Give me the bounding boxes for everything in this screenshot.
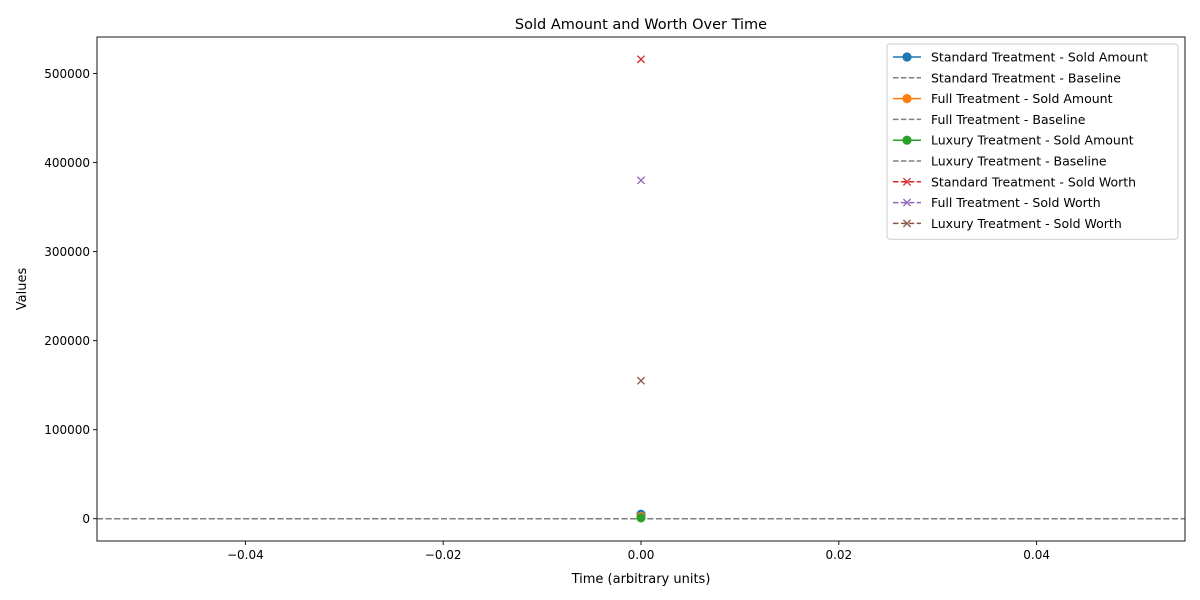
legend-marker [902, 52, 912, 62]
legend-label: Standard Treatment - Sold Amount [931, 50, 1148, 65]
y-tick-label: 200000 [44, 334, 90, 348]
legend-entry: Luxury Treatment - Baseline [893, 154, 1107, 169]
data-point-series-8 [636, 376, 646, 385]
legend-label: Luxury Treatment - Baseline [931, 154, 1107, 169]
legend-entry: Luxury Treatment - Sold Amount [893, 133, 1134, 148]
legend-entry: Standard Treatment - Sold Amount [893, 50, 1148, 65]
legend-entry: Full Treatment - Sold Worth [893, 195, 1101, 210]
x-tick-label: 0.00 [628, 548, 655, 562]
legend-label: Full Treatment - Sold Amount [931, 91, 1113, 106]
plot-area [97, 55, 1185, 523]
y-tick-label: 300000 [44, 245, 90, 259]
y-axis-label: Values [15, 268, 30, 311]
y-tick-label: 100000 [44, 423, 90, 437]
data-point-series-6 [636, 55, 646, 64]
x-tick-label: −0.02 [425, 548, 462, 562]
legend-entry: Full Treatment - Sold Amount [893, 91, 1113, 106]
legend-entry: Standard Treatment - Baseline [893, 70, 1121, 85]
legend-label: Luxury Treatment - Sold Amount [931, 133, 1134, 148]
legend-marker [902, 94, 912, 104]
legend-label: Full Treatment - Sold Worth [931, 195, 1101, 210]
y-tick-label: 500000 [44, 67, 90, 81]
x-axis-label: Time (arbitrary units) [571, 572, 711, 587]
legend-entry: Standard Treatment - Sold Worth [893, 174, 1136, 189]
legend-label: Luxury Treatment - Sold Worth [931, 216, 1122, 231]
legend-entry: Luxury Treatment - Sold Worth [893, 216, 1122, 231]
legend-entry: Full Treatment - Baseline [893, 112, 1086, 127]
data-point-series-4 [636, 513, 646, 523]
legend-box [886, 43, 1179, 240]
legend-label: Standard Treatment - Baseline [931, 70, 1121, 85]
x-tick-label: 0.02 [825, 548, 852, 562]
x-tick-label: −0.04 [227, 548, 264, 562]
axes: −0.04 −0.02 0.00 0.02 0.04 0 100000 200000 30000… [44, 67, 1050, 562]
y-tick-label: 0 [82, 512, 90, 526]
chart-title: Sold Amount and Worth Over Time [515, 17, 767, 33]
legend-label: Standard Treatment - Sold Worth [931, 174, 1136, 189]
legend: Standard Treatment - Sold Amount Standard… [886, 43, 1179, 240]
y-tick-label: 400000 [44, 156, 90, 170]
legend-marker [902, 198, 912, 207]
legend-marker [902, 135, 912, 145]
data-point-series-7 [636, 176, 646, 185]
legend-label: Full Treatment - Baseline [931, 112, 1086, 127]
x-tick-label: 0.04 [1023, 548, 1050, 562]
legend-marker [902, 219, 912, 228]
legend-marker [902, 177, 912, 186]
